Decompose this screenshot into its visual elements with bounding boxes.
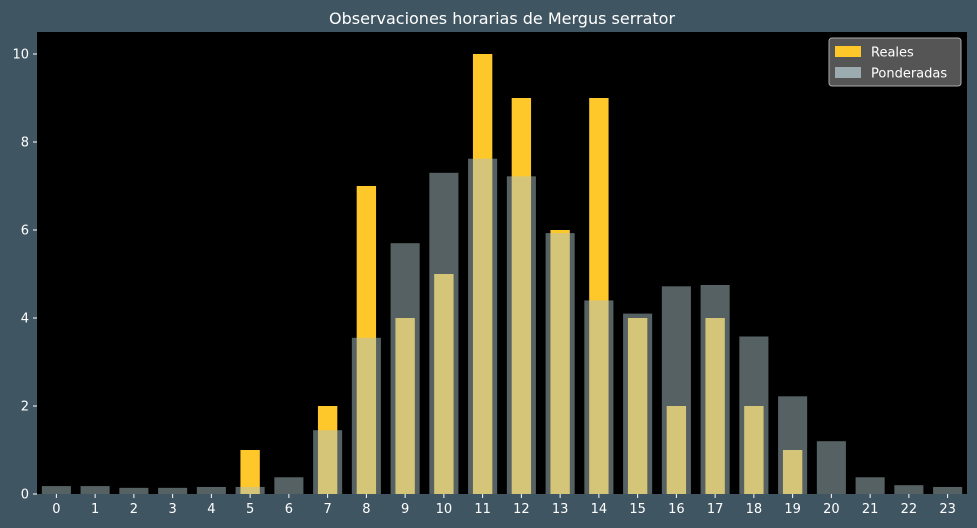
bar-ponderadas-13 [545,233,575,494]
x-tick-label: 6 [285,502,293,517]
x-tick-label: 18 [746,502,763,517]
legend-label-ponderadas: Ponderadas [871,67,947,82]
x-tick-label: 5 [246,502,254,517]
bar-ponderadas-4 [196,486,226,494]
x-tick-label: 17 [707,502,724,517]
x-tick-label: 11 [474,502,491,517]
legend-swatch-reales [835,46,861,57]
bar-reales-5 [240,450,260,494]
chart-title: Observaciones horarias de Mergus serrato… [329,9,675,28]
x-tick-label: 12 [513,502,530,517]
bar-ponderadas-16 [661,286,691,494]
x-tick-label: 1 [91,502,99,517]
bar-ponderadas-15 [623,313,653,494]
x-tick-label: 20 [823,502,840,517]
x-tick-label: 22 [901,502,918,517]
bar-ponderadas-11 [468,158,498,494]
y-tick-label: 2 [21,400,29,415]
bar-ponderadas-3 [158,487,188,494]
bar-ponderadas-0 [41,486,71,494]
x-tick-label: 2 [130,502,138,517]
bar-ponderadas-18 [739,336,769,494]
x-tick-label: 10 [436,502,453,517]
y-tick-label: 6 [21,224,29,239]
bar-ponderadas-6 [274,477,304,494]
legend-swatch-ponderadas [835,67,861,78]
bar-ponderadas-19 [778,396,808,494]
bar-ponderadas-17 [700,285,730,494]
plot-area [37,32,967,494]
y-tick-label: 0 [21,488,29,503]
x-tick-label: 13 [552,502,569,517]
x-tick-label: 9 [401,502,409,517]
y-tick-label: 4 [21,312,29,327]
bar-ponderadas-9 [390,243,420,494]
legend-label-reales: Reales [871,46,914,61]
x-tick-label: 19 [784,502,801,517]
y-axis: 0 2 4 6 8 10 [12,48,37,503]
x-tick-label: 14 [591,502,608,517]
bar-ponderadas-7 [313,430,343,494]
bar-ponderadas-23 [933,486,963,494]
bar-ponderadas-2 [119,487,149,494]
x-tick-label: 21 [862,502,879,517]
bar-ponderadas-20 [816,441,846,494]
bar-ponderadas-8 [351,337,381,494]
bar-ponderadas-12 [506,176,536,494]
bar-ponderadas-1 [80,486,110,494]
legend-box [828,37,962,87]
bar-ponderadas-5 [235,486,265,494]
x-tick-label: 23 [939,502,956,517]
x-tick-label: 7 [323,502,331,517]
bars-ponderadas [41,158,963,495]
bar-ponderadas-10 [429,172,459,495]
x-tick-label: 16 [668,502,685,517]
bar-ponderadas-21 [855,477,885,494]
y-tick-label: 10 [12,48,29,63]
bar-ponderadas-22 [894,485,924,494]
x-tick-label: 0 [52,502,60,517]
x-tick-label: 3 [168,502,176,517]
y-tick-label: 8 [21,136,29,151]
x-tick-label: 8 [362,502,370,517]
bar-ponderadas-14 [584,300,614,494]
x-tick-label: 4 [207,502,215,517]
legend: Reales Ponderadas [828,37,962,87]
x-tick-label: 15 [629,502,646,517]
x-axis: 0 1 2 3 4 5 6 7 8 9 10 11 12 13 14 15 16 17 18 19 20 21 22 23 [52,494,956,517]
